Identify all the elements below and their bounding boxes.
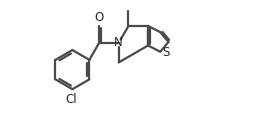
Text: N: N bbox=[114, 36, 123, 49]
Text: S: S bbox=[163, 46, 170, 59]
Text: O: O bbox=[94, 11, 104, 24]
Text: Cl: Cl bbox=[65, 93, 77, 106]
